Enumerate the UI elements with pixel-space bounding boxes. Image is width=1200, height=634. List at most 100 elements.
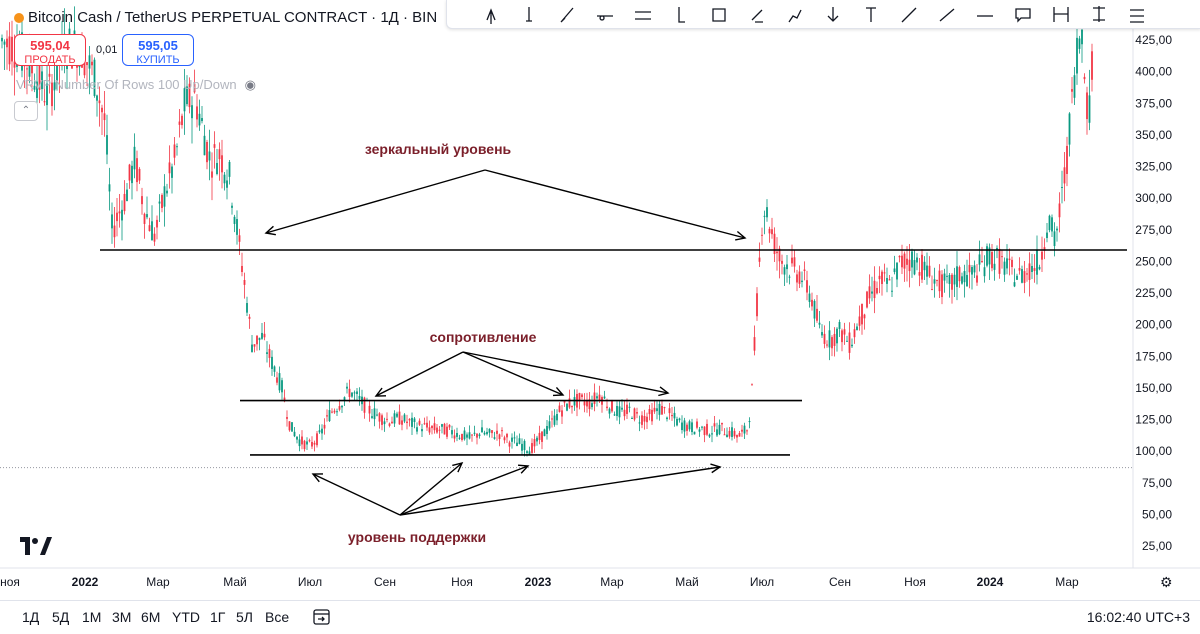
date-range-icon[interactable]: [1053, 7, 1069, 22]
symbol-title[interactable]: Bitcoin Cash / TetherUS PERPETUAL CONTRA…: [14, 9, 437, 26]
period-5y[interactable]: 5Л: [236, 609, 253, 625]
date-range-goto-icon[interactable]: [312, 607, 332, 627]
candle-body: [1061, 187, 1063, 189]
annotation-arrow[interactable]: [265, 169, 486, 234]
candle-body: [691, 422, 693, 433]
rectangle-icon[interactable]: [712, 8, 726, 22]
candle-body: [721, 422, 723, 425]
vertical-ray-icon[interactable]: [678, 7, 685, 23]
candle-body: [218, 149, 221, 160]
price-tick-label: 400,00: [1135, 65, 1172, 79]
candle-body: [441, 424, 443, 427]
more-tools-icon[interactable]: [1130, 9, 1144, 23]
period-ytd[interactable]: YTD: [172, 609, 200, 625]
price-range-icon[interactable]: [1093, 6, 1105, 22]
time-axis[interactable]: ноя 2022 Мар Май Июл Сен Ноя 2023 Мар Май Июл Сен Но…: [0, 567, 1200, 589]
sell-button[interactable]: 595,04 ПРОДАТЬ: [14, 34, 86, 66]
annotation-arrow[interactable]: [312, 473, 401, 516]
annotation-arrow[interactable]: [399, 465, 529, 516]
candle-body: [513, 437, 516, 439]
annotation-arrow[interactable]: [375, 351, 464, 397]
candle-body: [556, 414, 558, 421]
annotation-resistance[interactable]: сопротивление: [430, 329, 537, 345]
period-5d[interactable]: 5Д: [52, 609, 70, 625]
arrow-up-icon[interactable]: [486, 8, 496, 24]
pin-icon[interactable]: [526, 7, 532, 22]
candle-body: [88, 55, 91, 69]
arrow-head: [710, 463, 722, 474]
candle-body: [298, 439, 301, 447]
period-all[interactable]: Все: [265, 609, 290, 625]
ray-icon[interactable]: [901, 7, 917, 23]
candle-body: [11, 36, 13, 62]
trend-line-icon[interactable]: [560, 7, 574, 23]
period-6m[interactable]: 6М: [141, 609, 161, 625]
annotation-arrow[interactable]: [484, 169, 746, 239]
candle-body: [456, 432, 458, 437]
price-axis[interactable]: 425,00 400,00 375,00 350,00 325,00 300,00 275,…: [1132, 0, 1172, 568]
candle-body: [808, 293, 811, 302]
horizontal-ray-icon[interactable]: [597, 15, 613, 21]
candle-body: [1, 37, 3, 42]
candle-body: [866, 291, 868, 308]
candle-body: [833, 333, 836, 346]
period-1m[interactable]: 1М: [82, 609, 102, 625]
annotation-arrow[interactable]: [462, 351, 564, 396]
annotation-arrow[interactable]: [462, 351, 669, 394]
candle-body: [581, 394, 583, 398]
drawn-levels[interactable]: [0, 249, 1133, 469]
candle-body: [438, 429, 441, 431]
period-1y[interactable]: 1Г: [210, 609, 226, 625]
candle-body: [608, 408, 611, 414]
candle-body: [636, 412, 638, 414]
candle-body: [346, 386, 348, 389]
clock[interactable]: 16:02:40 UTC+3: [1086, 609, 1190, 625]
candle-body: [1053, 231, 1056, 247]
period-1d[interactable]: 1Д: [22, 609, 40, 625]
time-tick-label: 2023: [525, 575, 552, 589]
parallel-channel-icon[interactable]: [635, 11, 651, 20]
callout-icon[interactable]: [1015, 8, 1031, 23]
text-icon[interactable]: [866, 7, 876, 22]
candle-body: [291, 422, 293, 432]
annotation-support-level[interactable]: уровень поддержки: [348, 529, 486, 545]
price-chart[interactable]: 425,00 400,00 375,00 350,00 325,00 300,00 275,…: [0, 0, 1200, 600]
candle-body: [246, 303, 248, 313]
chevron-double-up-icon[interactable]: ⌃: [14, 101, 38, 121]
candle-body: [741, 429, 743, 432]
candle-body: [296, 436, 298, 440]
annotation-arrows[interactable]: [264, 169, 747, 516]
candle-body: [451, 430, 453, 435]
gear-icon[interactable]: ⚙: [1160, 574, 1173, 590]
candle-body: [403, 414, 406, 422]
buy-button[interactable]: 595,05 КУПИТЬ: [122, 34, 194, 66]
annotation-mirror-level[interactable]: зеркальный уровень: [365, 141, 512, 157]
info-line-icon[interactable]: [939, 8, 955, 22]
path-icon[interactable]: [788, 9, 802, 23]
candle-body: [531, 443, 533, 453]
candle-body: [43, 101, 46, 103]
candle-body: [1073, 75, 1076, 98]
indicator-legend[interactable]: VRVP Number Of Rows 100 Up/Down ◉: [16, 77, 256, 93]
arrow-down-icon[interactable]: [827, 7, 839, 22]
eraser-icon[interactable]: [751, 9, 763, 23]
time-tick-label: 2024: [977, 575, 1004, 589]
tradingview-logo: [20, 537, 52, 555]
annotation-arrow[interactable]: [399, 466, 721, 516]
candle-body: [811, 299, 813, 307]
period-3m[interactable]: 3М: [112, 609, 132, 625]
candle-body: [381, 415, 383, 425]
candle-body: [536, 437, 538, 442]
toolbar-icons[interactable]: [447, 0, 1200, 28]
candle-body: [1001, 256, 1003, 258]
candle-body: [813, 300, 816, 319]
candle-body: [778, 248, 781, 262]
candle-body: [311, 441, 313, 447]
rectangle-icon-glyph: [712, 8, 726, 22]
arrow-head: [311, 473, 324, 483]
annotation-arrow[interactable]: [399, 462, 463, 516]
candle-body: [838, 322, 841, 329]
candle-body: [261, 332, 263, 339]
candle-body: [753, 337, 756, 351]
eye-off-icon[interactable]: ◉: [244, 77, 256, 92]
